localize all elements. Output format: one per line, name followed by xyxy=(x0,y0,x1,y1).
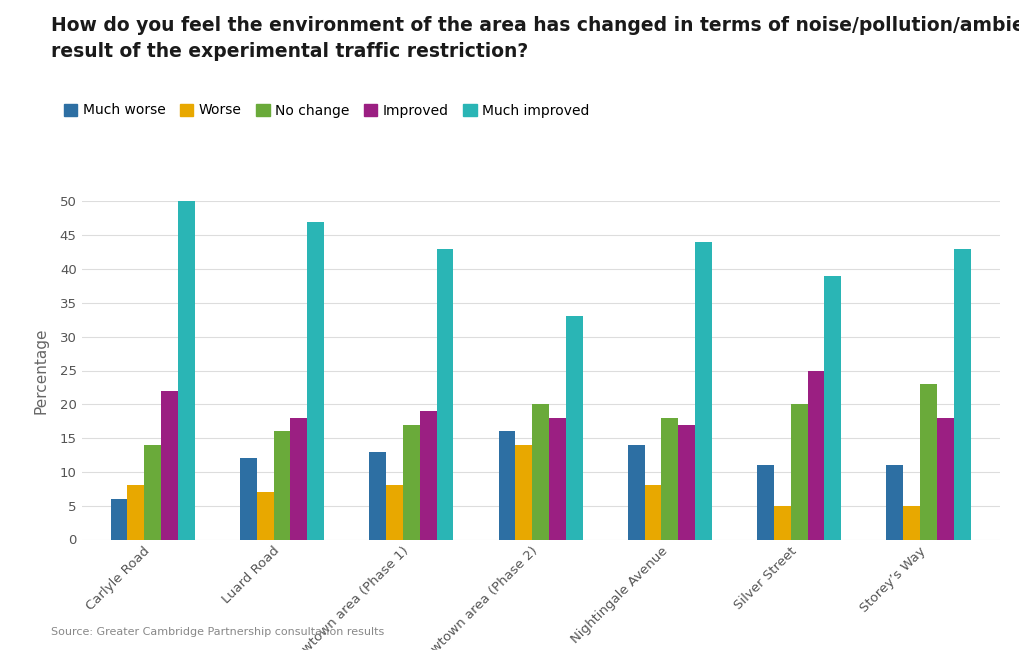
Bar xyxy=(307,222,324,540)
Text: How do you feel the environment of the area has changed in terms of noise/pollut: How do you feel the environment of the a… xyxy=(51,16,1019,35)
Bar xyxy=(678,424,694,540)
Bar xyxy=(290,418,307,540)
Bar xyxy=(886,465,903,540)
Bar xyxy=(419,411,436,540)
Bar xyxy=(177,202,195,540)
Bar xyxy=(515,445,532,540)
Bar xyxy=(953,249,969,540)
Bar xyxy=(936,418,953,540)
Bar xyxy=(807,370,823,540)
Bar xyxy=(773,506,790,540)
Bar xyxy=(386,486,403,540)
Bar xyxy=(661,418,678,540)
Bar xyxy=(532,404,548,540)
Bar xyxy=(919,384,936,540)
Bar xyxy=(823,276,841,540)
Text: result of the experimental traffic restriction?: result of the experimental traffic restr… xyxy=(51,42,528,61)
Bar xyxy=(127,486,144,540)
Bar xyxy=(369,452,386,540)
Bar xyxy=(903,506,919,540)
Bar xyxy=(436,249,452,540)
Bar xyxy=(790,404,807,540)
Bar xyxy=(111,499,127,540)
Bar xyxy=(239,458,257,540)
Bar xyxy=(628,445,644,540)
Bar xyxy=(403,424,419,540)
Bar xyxy=(756,465,773,540)
Y-axis label: Percentage: Percentage xyxy=(34,327,49,414)
Bar xyxy=(273,432,290,540)
Bar xyxy=(548,418,566,540)
Bar xyxy=(257,492,273,540)
Bar xyxy=(144,445,161,540)
Bar xyxy=(644,486,661,540)
Bar xyxy=(566,317,582,540)
Bar xyxy=(694,242,711,540)
Text: Source: Greater Cambridge Partnership consultation results: Source: Greater Cambridge Partnership co… xyxy=(51,627,384,637)
Bar xyxy=(161,391,177,540)
Legend: Much worse, Worse, No change, Improved, Much improved: Much worse, Worse, No change, Improved, … xyxy=(58,98,595,123)
Bar xyxy=(498,432,515,540)
